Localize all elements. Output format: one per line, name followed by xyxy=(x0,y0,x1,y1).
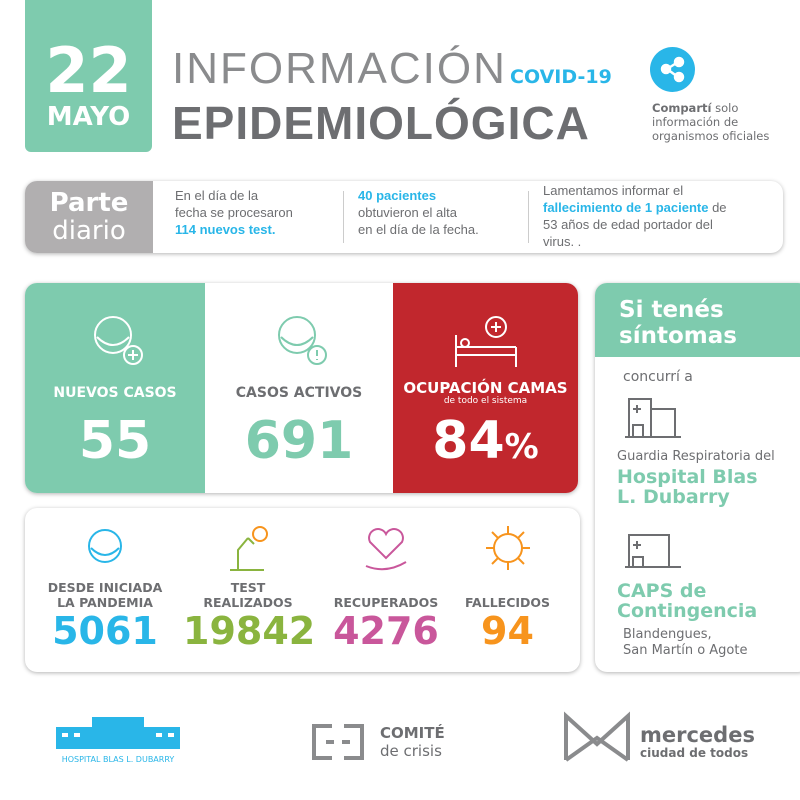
t: de crisis xyxy=(380,742,442,760)
t: 53 años de edad portador del xyxy=(543,217,713,232)
parte-col-tests: En el día de la fecha se procesaron 114 nu… xyxy=(153,181,343,253)
date-month: MAYO xyxy=(46,102,131,132)
date-badge: 22 MAYO xyxy=(25,0,152,152)
stat-value: 5061 xyxy=(52,609,158,653)
parte-diario-bar: Parte diario En el día de la fecha se proc… xyxy=(25,181,783,253)
hospital-name: Hospital Blas L. Dubarry xyxy=(617,467,758,507)
share-bold: Compartí xyxy=(652,101,712,115)
parte-label1: Parte xyxy=(49,188,129,218)
t: San Martín o Agote xyxy=(623,643,748,658)
stat-test: TEST REALIZADOS 19842 xyxy=(183,520,316,653)
share-line3: organismos oficiales xyxy=(652,129,770,143)
stat-label: REALIZADOS xyxy=(203,595,293,610)
stat-label: RECUPERADOS xyxy=(333,595,439,610)
symptoms-panel: Si tenés síntomas concurrí a Guardia Resp… xyxy=(595,283,800,672)
t: 40 pacientes xyxy=(358,188,437,203)
stat-label: LA PANDEMIA xyxy=(57,595,153,610)
stat-value: 4276 xyxy=(333,609,439,653)
t: CAPS de xyxy=(617,580,707,602)
card-label: OCUPACIÓN CAMAS xyxy=(403,379,568,397)
t: fecha se procesaron xyxy=(175,205,293,220)
mercedes-logo xyxy=(562,710,632,770)
t: Hospital Blas xyxy=(617,466,758,488)
stat-pandemia: DESDE INICIADA LA PANDEMIA 5061 xyxy=(35,520,175,652)
t: Si tenés xyxy=(619,297,724,323)
comite-logo xyxy=(308,722,368,766)
hospital-bed-icon xyxy=(454,316,517,367)
caps-name: CAPS de Contingencia xyxy=(617,581,757,621)
share-icon[interactable] xyxy=(650,47,695,92)
stat-label: FALLECIDOS xyxy=(464,595,551,610)
share-rest: solo xyxy=(711,101,739,115)
t: mercedes xyxy=(640,723,755,747)
card-ocupacion-camas: OCUPACIÓN CAMAS de todo el sistema 84% xyxy=(393,283,578,493)
caps-address: Blandengues, San Martín o Agote xyxy=(623,627,747,659)
masked-person-icon xyxy=(88,529,122,563)
share-text: Compartí solo información de organismos … xyxy=(652,101,769,143)
card-label: CASOS ACTIVOS xyxy=(235,385,363,401)
heart-hand-icon xyxy=(365,528,407,571)
t: 114 nuevos test. xyxy=(175,222,276,237)
parte-col-altas: 40 pacientes obtuvieron el alta en el día … xyxy=(344,181,528,253)
title-line2: EPIDEMIOLÓGICA xyxy=(172,97,590,149)
guardia-text: Guardia Respiratoria del xyxy=(617,449,775,464)
t: Blandengues, xyxy=(623,627,712,642)
title-line1: INFORMACIÓN xyxy=(172,44,507,93)
mercedes-text: mercedes ciudad de todos xyxy=(640,724,755,760)
parte-label2: diario xyxy=(52,216,126,246)
parte-col-fallecidos: Lamentamos informar el fallecimiento de 1… xyxy=(529,181,727,253)
t: Contingencia xyxy=(617,600,758,622)
t: síntomas xyxy=(619,323,737,349)
card-unit: % xyxy=(504,427,539,467)
stats-panel: DESDE INICIADA LA PANDEMIA 5061 TEST REALI… xyxy=(25,508,580,672)
t: COMITÉ xyxy=(380,724,445,742)
card-sublabel: de todo el sistema xyxy=(443,396,528,406)
covid-label: COVID-19 xyxy=(510,66,612,88)
t: de xyxy=(708,200,727,215)
parte-diario-label: Parte diario xyxy=(25,181,153,253)
stat-value: 19842 xyxy=(183,609,316,653)
t: Lamentamos informar el xyxy=(543,183,684,198)
card-value: 84 xyxy=(432,411,505,471)
masked-person-plus-icon xyxy=(94,316,143,365)
masked-person-alert-icon xyxy=(278,316,327,365)
microscope-virus-icon xyxy=(230,526,268,571)
card-label: NUEVOS CASOS xyxy=(53,385,177,401)
divider xyxy=(343,191,344,243)
divider xyxy=(528,191,529,243)
card-value: 691 xyxy=(244,411,354,471)
card-nuevos-casos: NUEVOS CASOS 55 xyxy=(25,283,205,493)
symptoms-title: Si tenés síntomas xyxy=(595,283,800,357)
caps-building-icon xyxy=(625,534,681,568)
virus-icon xyxy=(485,526,530,570)
t: ciudad de todos xyxy=(640,746,749,760)
concurri-text: concurrí a xyxy=(623,369,693,385)
stat-value: 94 xyxy=(481,609,534,653)
comite-text: COMITÉ de crisis xyxy=(380,724,445,760)
t: virus. . xyxy=(543,234,582,249)
stat-fallecidos: FALLECIDOS 94 xyxy=(445,520,570,652)
t: en el día de la fecha. xyxy=(358,222,479,237)
t: En el día de la xyxy=(175,188,259,203)
stat-label: TEST xyxy=(230,580,266,595)
card-value: 55 xyxy=(78,411,152,471)
card-casos-activos: CASOS ACTIVOS 691 xyxy=(205,283,393,493)
t: fallecimiento de 1 paciente xyxy=(543,200,709,215)
main-cards: NUEVOS CASOS 55 CASOS ACTIVOS 691 OCUPAC… xyxy=(25,283,578,493)
hospital-logo-text: HOSPITAL BLAS L. DUBARRY xyxy=(61,755,175,764)
date-day: 22 xyxy=(45,34,132,107)
hospital-building-icon xyxy=(625,398,681,438)
share-line2: información de xyxy=(652,115,739,129)
hospital-logo: HOSPITAL BLAS L. DUBARRY xyxy=(48,713,188,764)
t: L. Dubarry xyxy=(617,486,730,508)
t: obtuvieron el alta xyxy=(358,205,458,220)
stat-label: DESDE INICIADA xyxy=(47,580,163,595)
stat-recuperados: RECUPERADOS 4276 xyxy=(321,520,451,652)
